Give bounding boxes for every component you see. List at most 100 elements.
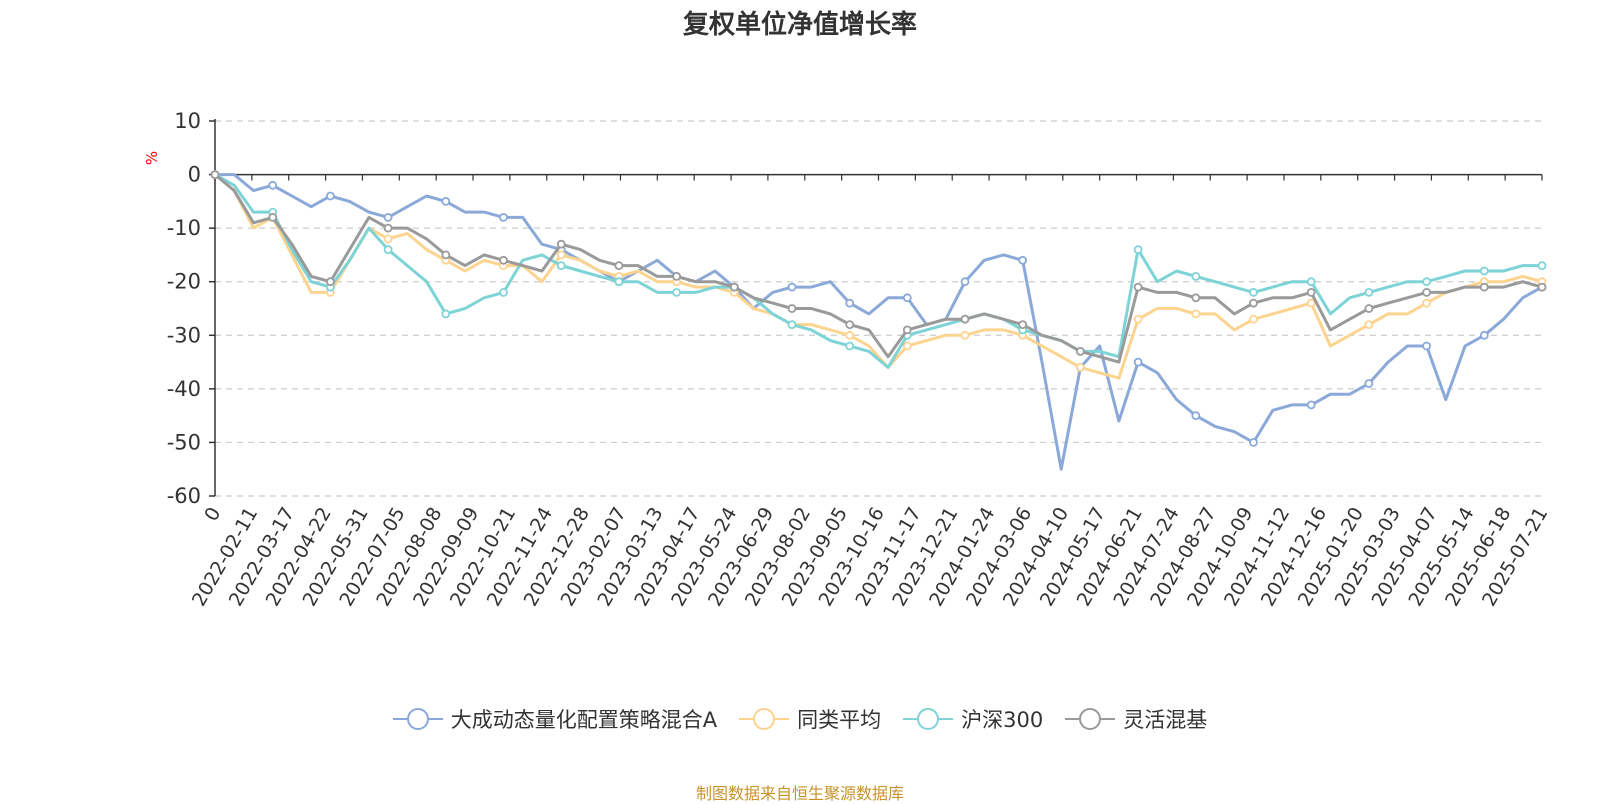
data-point (902, 325, 912, 335)
y-tick-label: -10 (167, 216, 201, 240)
data-point (499, 287, 508, 297)
axes: 100-10-20-30-40-50-6002022-02-112022-03-… (167, 109, 1553, 610)
y-tick-label: -60 (167, 484, 201, 508)
legend-swatch-icon (1065, 708, 1116, 730)
y-tick-label: 10 (174, 109, 201, 133)
data-point (1249, 287, 1258, 297)
data-point (441, 250, 451, 260)
data-point (672, 271, 681, 281)
data-point (1191, 309, 1201, 319)
legend-item[interactable]: 同类平均 (739, 704, 881, 734)
data-point (1537, 282, 1547, 292)
data-point (1422, 287, 1431, 297)
legend-label: 沪深300 (961, 708, 1044, 732)
series-line (214, 173, 1543, 364)
series-0 (210, 170, 1547, 471)
data-point (614, 277, 624, 287)
data-point (325, 277, 335, 287)
legend-item[interactable]: 灵活混基 (1065, 704, 1207, 734)
y-tick-label: -50 (167, 430, 201, 454)
data-point (614, 261, 624, 271)
legend: 大成动态量化配置策略混合A 同类平均 沪深300 灵活混基 (0, 704, 1600, 734)
data-point (1133, 245, 1143, 255)
data-point (1249, 298, 1258, 308)
series-line (215, 173, 1543, 471)
data-point (441, 309, 451, 319)
data-point (1364, 379, 1374, 388)
data-point (441, 196, 451, 206)
data-point (845, 298, 855, 308)
gridlines (215, 120, 1542, 497)
data-point (1249, 437, 1258, 447)
data-point (1018, 255, 1028, 265)
data-point (268, 180, 278, 190)
data-point (383, 234, 393, 244)
data-point (902, 341, 912, 351)
chart-title: 复权单位净值增长率 (682, 10, 917, 40)
data-point (1191, 411, 1201, 421)
data-point (845, 330, 855, 340)
data-point (383, 223, 393, 233)
data-point (1537, 261, 1547, 271)
data-point (960, 277, 970, 287)
data-point (1249, 314, 1258, 324)
data-point (383, 212, 393, 222)
data-point (1133, 357, 1143, 367)
data-point (1018, 320, 1028, 330)
data-point (729, 282, 739, 292)
data-point (383, 245, 393, 255)
data-point (1364, 287, 1374, 297)
data-point (845, 341, 855, 351)
data-point (499, 212, 508, 222)
legend-label: 同类平均 (797, 708, 882, 732)
data-point (1306, 400, 1316, 410)
data-point (787, 320, 797, 330)
data-point (1306, 298, 1316, 308)
data-point (499, 255, 508, 265)
data-point (1479, 330, 1489, 340)
data-point (556, 261, 566, 271)
data-point (1133, 314, 1143, 324)
legend-item[interactable]: 沪深300 (903, 704, 1043, 734)
data-point (1306, 277, 1316, 287)
series-1 (210, 170, 1547, 380)
legend-item[interactable]: 大成动态量化配置策略混合A (392, 704, 718, 734)
data-point (1133, 282, 1143, 292)
y-tick-label: -30 (167, 323, 201, 347)
data-point (1422, 341, 1431, 351)
data-point (1422, 298, 1431, 308)
data-point (268, 212, 278, 222)
data-point (556, 250, 566, 260)
source-note: 制图数据来自恒生聚源数据库 (695, 784, 904, 803)
legend-swatch-icon (392, 708, 443, 730)
y-tick-label: -40 (167, 377, 201, 401)
data-point (672, 287, 681, 297)
data-point (556, 239, 566, 249)
data-point (325, 191, 335, 201)
legend-label: 大成动态量化配置策略混合A (450, 708, 718, 732)
y-axis-label: % (143, 151, 161, 165)
series-3 (210, 170, 1547, 364)
data-point (1076, 362, 1085, 372)
data-point (210, 170, 220, 180)
data-point (1364, 320, 1374, 330)
data-point (960, 330, 970, 340)
x-tick-label: 0 (200, 504, 225, 525)
series-lines (210, 170, 1547, 471)
data-point (1479, 266, 1489, 276)
series-line (214, 173, 1542, 369)
data-point (1191, 293, 1201, 303)
y-tick-label: 0 (188, 163, 201, 187)
data-point (1364, 304, 1374, 313)
legend-swatch-icon (903, 708, 954, 730)
data-point (845, 320, 855, 330)
data-point (1479, 282, 1489, 292)
data-point (902, 293, 912, 303)
series-line (214, 173, 1543, 380)
data-point (1306, 287, 1316, 297)
data-point (787, 304, 797, 313)
data-point (1076, 346, 1085, 356)
data-point (1191, 271, 1201, 281)
legend-swatch-icon (739, 708, 790, 730)
